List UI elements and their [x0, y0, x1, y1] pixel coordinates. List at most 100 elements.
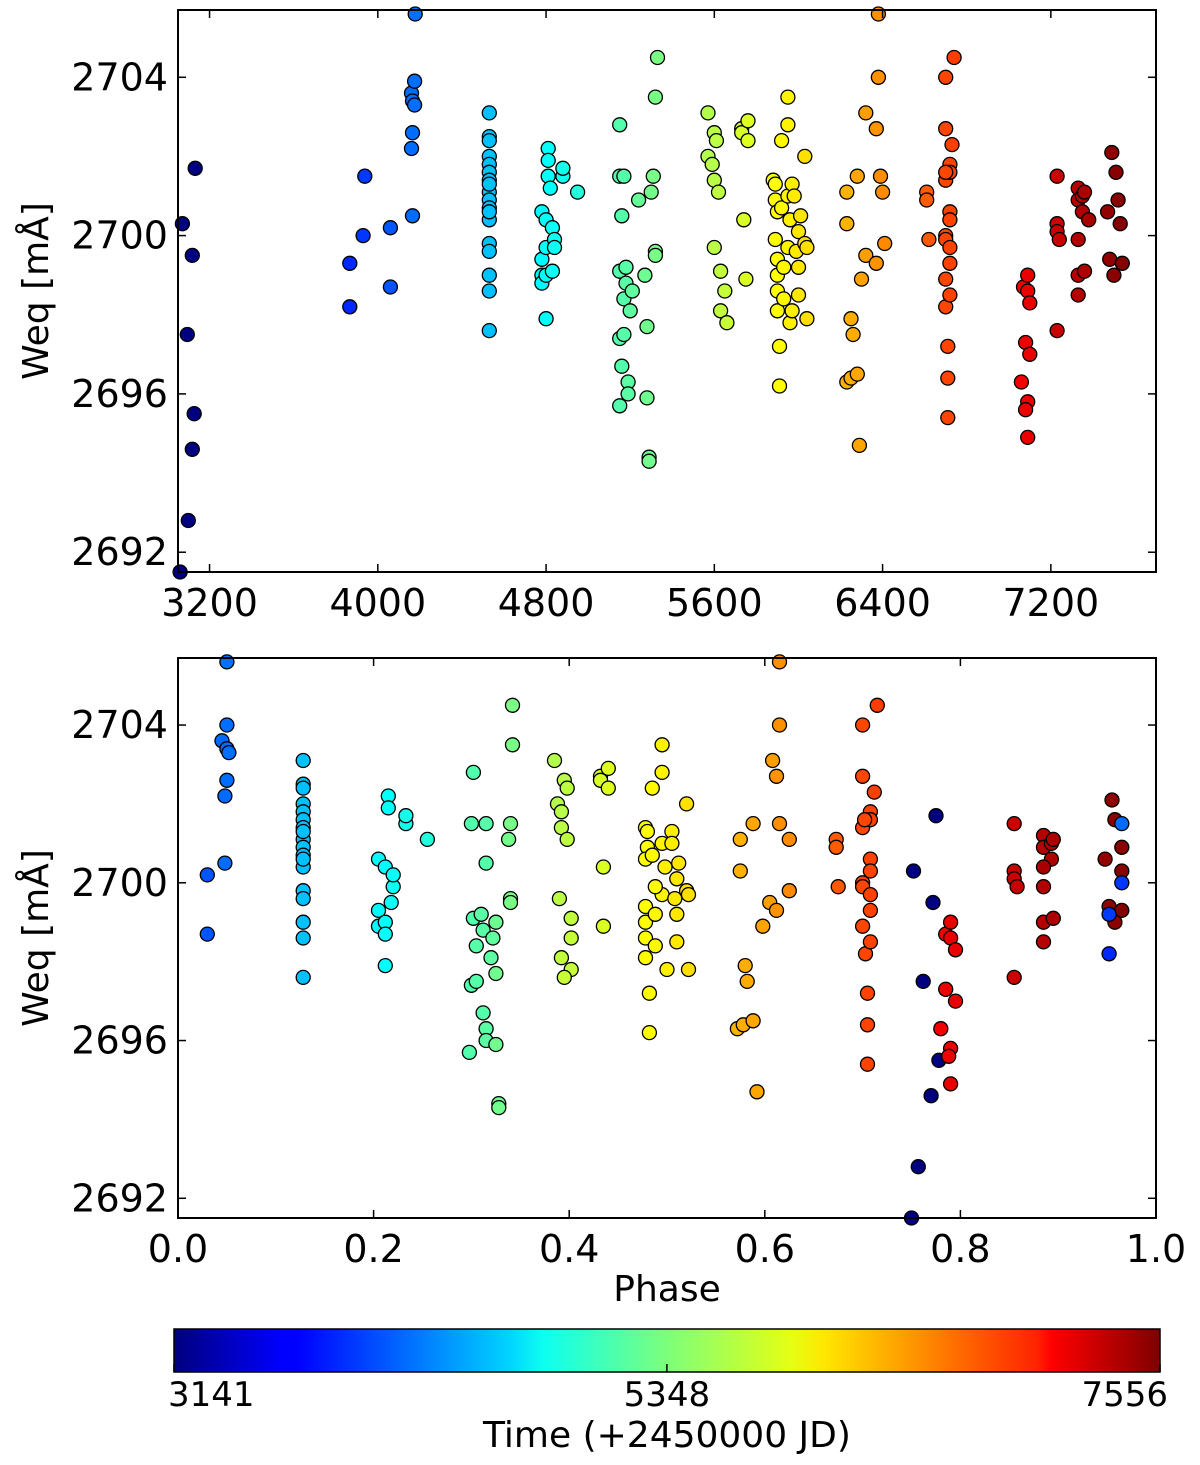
phase-data-point	[1101, 906, 1117, 922]
time-data-point	[868, 121, 884, 137]
phase-data-point	[559, 831, 575, 848]
colorbar-tick-label: 3141	[168, 1375, 255, 1415]
phase-data-point	[671, 855, 687, 871]
phase-xtick-label: 0.2	[343, 1227, 403, 1271]
time-data-point	[944, 136, 960, 153]
phase-data-point	[862, 886, 879, 903]
colorbar: 3141 5348 7556 Time (+2450000 JD)	[168, 1328, 1168, 1456]
phase-ytick-label: 2692	[71, 1176, 168, 1220]
time-data-point	[481, 322, 497, 339]
phase-data-point	[739, 973, 755, 990]
time-data-point	[797, 148, 813, 165]
phase-data-point	[771, 815, 788, 832]
time-data-point	[614, 358, 630, 374]
phase-data-point	[295, 930, 311, 946]
phase-data-point	[647, 879, 663, 895]
phase-data-point	[595, 918, 612, 934]
phase-data-point	[938, 981, 954, 997]
time-data-point	[710, 184, 727, 200]
phase-data-point	[856, 812, 873, 828]
phase-data-point	[1035, 934, 1052, 950]
phase-data-point	[745, 1013, 761, 1029]
time-data-point	[786, 188, 802, 204]
phase-data-point	[1101, 946, 1117, 962]
phase-data-point	[461, 1044, 478, 1061]
phase-data-point	[1045, 910, 1061, 926]
time-data-point	[790, 259, 807, 275]
phase-data-point	[637, 950, 654, 966]
time-data-point	[406, 73, 423, 89]
time-data-point	[612, 117, 628, 133]
phase-data-point	[828, 839, 844, 855]
time-data-point	[1081, 212, 1097, 228]
time-data-point	[1022, 295, 1038, 311]
phase-data-point	[295, 752, 311, 769]
phase-data-point	[637, 914, 654, 930]
phase-data-point	[680, 961, 697, 978]
time-data-point	[647, 89, 664, 105]
time-data-point	[940, 338, 956, 355]
phase-data-point	[647, 938, 663, 954]
time-data-point	[776, 291, 792, 307]
phase-data-point	[869, 697, 885, 713]
time-plot-frame	[177, 9, 1157, 573]
phase-data-point	[1035, 879, 1052, 895]
time-data-point	[799, 311, 815, 327]
time-data-point	[921, 231, 937, 248]
time-data-point	[357, 168, 373, 184]
time-data-point	[708, 132, 725, 149]
phase-plot-xlabel: Phase	[613, 1269, 721, 1310]
phase-data-point	[199, 926, 215, 942]
phase-data-point	[468, 973, 484, 990]
phase-data-point	[830, 879, 846, 895]
time-data-point	[403, 140, 420, 157]
time-data-point	[616, 168, 632, 184]
time-data-point	[1112, 216, 1128, 232]
phase-data-point	[928, 808, 944, 824]
time-data-point	[938, 164, 954, 180]
time-data-point	[342, 255, 358, 271]
phase-data-point	[941, 1048, 957, 1064]
time-data-point	[919, 192, 935, 208]
time-data-point	[839, 184, 855, 200]
time-data-point	[780, 117, 796, 133]
time-data-point	[1076, 184, 1093, 200]
time-plot-ylabel: Weq [mÅ]	[14, 202, 57, 380]
phase-data-point	[295, 914, 311, 930]
phase-data-point	[478, 815, 494, 832]
time-data-point	[792, 208, 809, 224]
phase-data-point	[947, 993, 964, 1009]
phase-data-point	[781, 883, 797, 899]
time-data-point	[719, 315, 735, 331]
time-data-point	[773, 132, 790, 149]
time-plot-axes: 3200 4000 4800 5600 6400 7200 2692 2696 2700 2704	[71, 10, 1156, 625]
time-data-point	[481, 283, 497, 299]
phase-data-point	[419, 831, 436, 848]
phase-data-point	[664, 835, 680, 852]
time-data-point	[355, 227, 371, 244]
time-data-point	[790, 287, 807, 303]
time-data-point	[618, 259, 634, 275]
phase-data-point	[667, 890, 683, 907]
phase-data-point	[637, 930, 654, 946]
time-scatter-panel: 3200 4000 4800 5600 6400 7200 2692 2696 2700 2704…	[14, 6, 1157, 625]
phase-data-point	[641, 1024, 658, 1041]
time-data-point	[700, 105, 716, 121]
phase-ytick-label: 2696	[71, 1019, 168, 1063]
phase-xtick-label: 0.4	[539, 1227, 599, 1271]
phase-data-point	[485, 930, 501, 946]
time-data-point	[704, 156, 720, 173]
time-data-point	[404, 125, 421, 141]
time-data-point	[843, 311, 859, 327]
phase-data-point	[862, 863, 879, 879]
phase-data-point	[478, 855, 494, 871]
time-data-point	[773, 200, 790, 216]
phase-data-point	[644, 847, 660, 863]
time-data-point	[1017, 402, 1034, 418]
phase-xtick-label: 0.0	[148, 1227, 208, 1271]
phase-data-point	[755, 918, 771, 934]
phase-data-point	[1097, 851, 1113, 867]
phase-data-point	[219, 717, 235, 733]
phase-data-point	[859, 985, 876, 1001]
phase-data-point	[862, 902, 879, 919]
